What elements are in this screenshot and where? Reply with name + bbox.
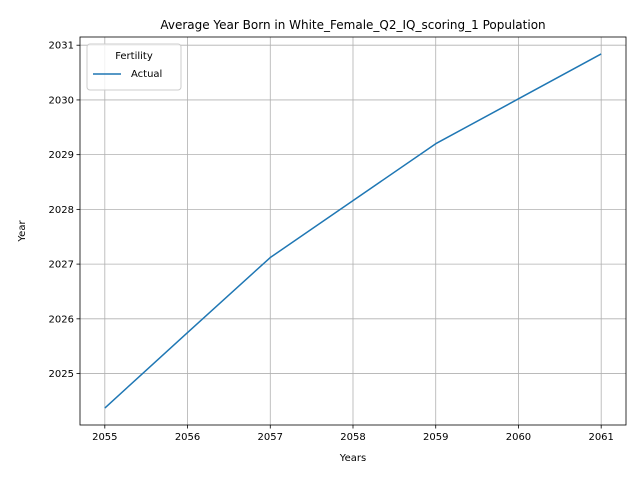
legend-box bbox=[86, 43, 182, 91]
x-tick-label: 2055 bbox=[92, 432, 117, 443]
x-tick-label: 2059 bbox=[423, 432, 448, 443]
y-tick-label: 2030 bbox=[49, 95, 74, 106]
y-axis: 2025 2026 2027 2028 2029 2030 2031 bbox=[49, 41, 80, 380]
x-axis: 2055 2056 2057 2058 2059 2060 2061 bbox=[92, 425, 614, 443]
legend-title: Fertility bbox=[115, 51, 153, 62]
x-tick-label: 2057 bbox=[258, 432, 283, 443]
legend-entries: Actual bbox=[93, 69, 162, 80]
legend-entry-label: Actual bbox=[131, 69, 162, 80]
x-tick-label: 2060 bbox=[506, 432, 531, 443]
y-tick-label: 2025 bbox=[49, 369, 74, 380]
legend: Fertility Actual bbox=[86, 43, 182, 91]
y-tick-label: 2029 bbox=[49, 150, 74, 161]
y-tick-label: 2027 bbox=[49, 260, 74, 271]
x-tick-label: 2056 bbox=[175, 432, 200, 443]
y-tick-label: 2028 bbox=[49, 205, 74, 216]
series-lines bbox=[104, 53, 602, 409]
x-tick-label: 2058 bbox=[340, 432, 365, 443]
x-tick-label: 2061 bbox=[588, 432, 613, 443]
y-tick-label: 2031 bbox=[49, 41, 74, 52]
series-line-0 bbox=[104, 53, 602, 409]
x-axis-label: Years bbox=[339, 453, 366, 464]
chart-title: Average Year Born in White_Female_Q2_IQ_… bbox=[160, 18, 545, 32]
y-axis-label: Year bbox=[17, 220, 28, 243]
grid bbox=[80, 37, 626, 425]
y-tick-label: 2026 bbox=[49, 314, 74, 325]
